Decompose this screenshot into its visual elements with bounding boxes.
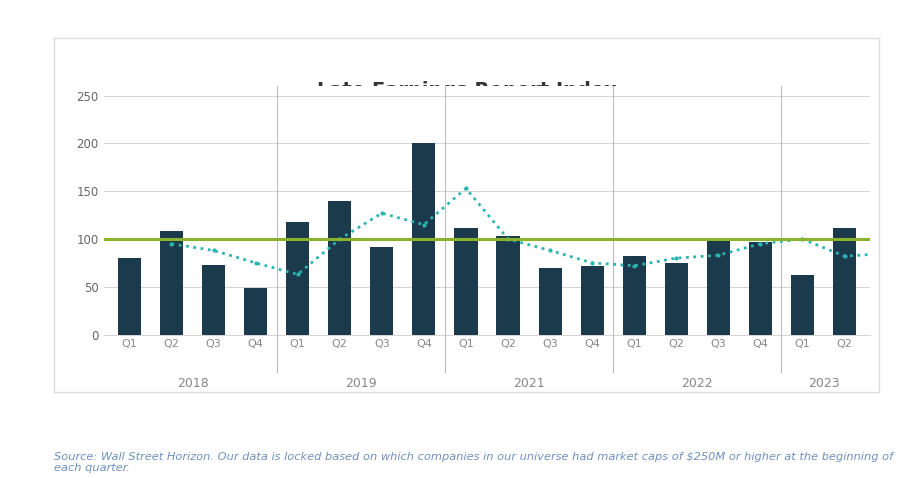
- Bar: [160, 231, 183, 335]
- Bar: [496, 236, 519, 335]
- Bar: [622, 256, 646, 335]
- Text: Late Earnings Report Index: Late Earnings Report Index: [317, 81, 616, 100]
- Bar: [791, 275, 814, 335]
- Bar: [665, 263, 688, 335]
- Bar: [412, 143, 436, 335]
- Text: 2019: 2019: [345, 377, 377, 390]
- Text: Source: Wall Street Horizon. Our data is locked based on which companies in our : Source: Wall Street Horizon. Our data is…: [54, 452, 893, 473]
- Bar: [749, 242, 772, 335]
- Text: Calculated at First Week of Earnings: Calculated at First Week of Earnings: [341, 137, 593, 151]
- Text: 2021: 2021: [513, 377, 545, 390]
- Bar: [707, 239, 730, 335]
- Bar: [833, 228, 856, 335]
- Bar: [244, 288, 267, 335]
- Text: 2022: 2022: [681, 377, 713, 390]
- Text: 2018: 2018: [177, 377, 208, 390]
- Bar: [118, 258, 141, 335]
- Bar: [328, 201, 352, 335]
- Bar: [371, 247, 393, 335]
- Bar: [538, 268, 562, 335]
- Bar: [286, 222, 309, 335]
- Bar: [455, 228, 477, 335]
- Bar: [581, 266, 603, 335]
- Text: 2023: 2023: [807, 377, 839, 390]
- Bar: [202, 265, 225, 335]
